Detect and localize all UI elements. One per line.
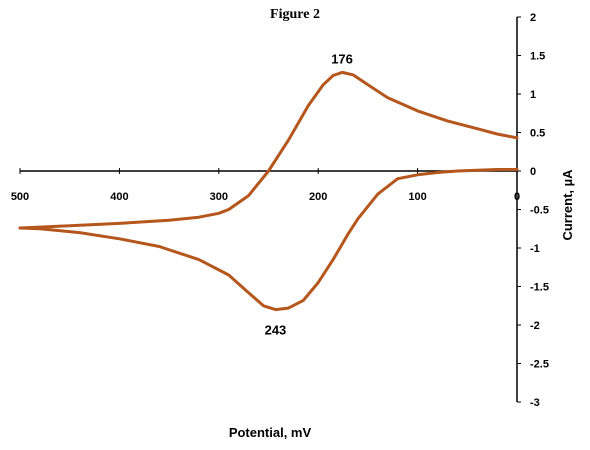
y-tick-label: -3 (530, 397, 540, 409)
y-tick-label: 1.5 (530, 51, 545, 63)
x-tick-label: 0 (514, 191, 520, 203)
y-axis-ticks: 2 1.5 1 0.5 0 -0.5 -1 -1.5 -2 -2.5 -3 (517, 12, 549, 409)
y-tick-label: 0.5 (530, 128, 545, 140)
x-tick-label: 100 (408, 191, 426, 203)
y-tick-label: 0 (530, 166, 536, 178)
y-tick-label: 2 (530, 12, 536, 24)
y-tick-label: -0.5 (530, 205, 549, 217)
peak-label: 176 (331, 51, 353, 66)
x-tick-label: 500 (11, 191, 29, 203)
forward-sweep-line (18, 168, 519, 312)
x-axis-ticks: 500 400 300 200 100 0 (11, 168, 520, 203)
y-tick-label: -2.5 (530, 359, 549, 371)
peak-label: 243 (265, 323, 287, 338)
reverse-sweep-line (18, 70, 519, 230)
peak-annotations: 176 243 (265, 51, 353, 337)
x-axis-label: Potential, mV (229, 425, 312, 440)
x-tick-label: 200 (309, 191, 327, 203)
chart-title: Figure 2 (270, 7, 320, 22)
data-series (18, 70, 519, 312)
y-tick-label: -1.5 (530, 282, 549, 294)
x-tick-label: 400 (110, 191, 128, 203)
y-tick-label: -1 (530, 243, 540, 255)
y-tick-label: 1 (530, 89, 536, 101)
x-tick-label: 300 (210, 191, 228, 203)
y-tick-label: -2 (530, 320, 540, 332)
y-axis-label: Current, µA (560, 169, 575, 241)
